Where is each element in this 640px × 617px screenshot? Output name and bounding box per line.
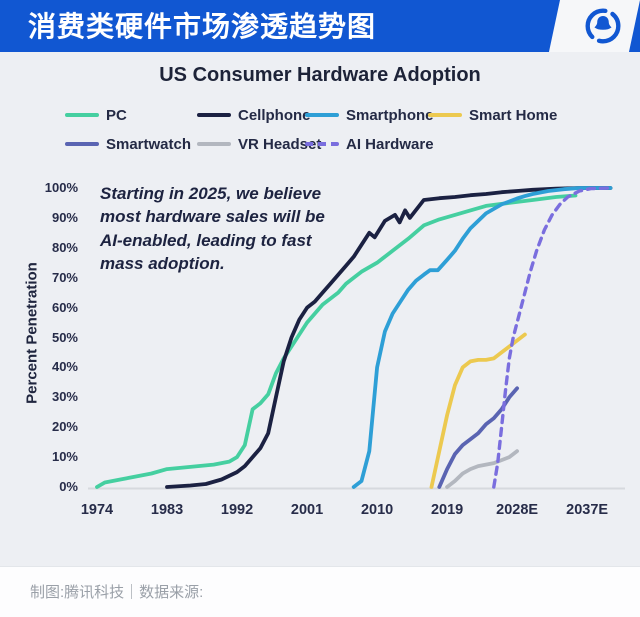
x-tick-label: 2019 xyxy=(430,502,464,518)
series-lines xyxy=(95,186,613,489)
y-tick-label: 50% xyxy=(51,329,78,345)
legend-label: AI Hardware xyxy=(346,135,434,153)
line-chart-plot xyxy=(88,186,625,490)
x-tick-label: 2010 xyxy=(360,502,394,518)
legend-swatch-icon xyxy=(197,142,231,146)
y-tick-label: 80% xyxy=(51,239,78,255)
series-line-smart-home xyxy=(429,332,527,489)
series-line-ai-hardware xyxy=(492,186,613,489)
x-tick-label: 2001 xyxy=(290,502,324,518)
footer-credit: 制图:腾讯科技｜数据来源: xyxy=(30,584,204,601)
legend-item-ai-hardware: AI Hardware xyxy=(305,135,434,153)
series-line-vr-headset xyxy=(445,449,519,489)
series-line-cellphone xyxy=(165,186,613,489)
y-tick-label: 20% xyxy=(51,419,78,435)
tencent-tech-bell-logo-icon xyxy=(585,8,621,44)
y-tick-label: 60% xyxy=(51,299,78,315)
legend-label: Cellphone xyxy=(238,106,311,124)
y-tick-label: 0% xyxy=(59,479,78,494)
chart-area: US Consumer Hardware Adoption PC Cellphon… xyxy=(0,52,640,566)
y-tick-label: 30% xyxy=(51,389,78,405)
legend-swatch-icon xyxy=(305,113,339,117)
legend-item-cellphone: Cellphone xyxy=(197,106,311,124)
header-banner: 消费类硬件市场渗透趋势图 xyxy=(0,0,640,52)
legend-item-smartphone: Smartphone xyxy=(305,106,434,124)
legend-item-pc: PC xyxy=(65,106,127,124)
page-title: 消费类硬件市场渗透趋势图 xyxy=(28,11,377,42)
legend-item-smart-home: Smart Home xyxy=(428,106,558,124)
x-tick-label: 1983 xyxy=(150,502,184,518)
y-tick-label: 40% xyxy=(51,359,78,375)
legend-swatch-icon xyxy=(428,113,462,117)
legend-label: Smartphone xyxy=(346,106,434,124)
x-tick-label: 2037E xyxy=(566,502,609,518)
legend-label: PC xyxy=(106,106,127,124)
legend-label: Smart Home xyxy=(469,106,558,124)
y-tick-label: 10% xyxy=(51,449,78,465)
series-line-smartphone xyxy=(351,186,613,489)
legend-label: Smartwatch xyxy=(106,135,192,153)
footer: 制图:腾讯科技｜数据来源: xyxy=(0,566,640,617)
legend-item-vr-headset: VR Headset xyxy=(197,135,322,153)
legend-swatch-icon xyxy=(305,142,339,146)
chart-title: US Consumer Hardware Adoption xyxy=(159,64,481,86)
legend-swatch-icon xyxy=(197,113,231,117)
x-tick-label: 2028E xyxy=(496,502,539,518)
y-tick-label: 70% xyxy=(51,269,78,285)
series-line-pc xyxy=(95,193,578,489)
x-tick-label: 1992 xyxy=(220,502,254,518)
legend-swatch-icon xyxy=(65,113,99,117)
legend-label: VR Headset xyxy=(238,135,322,153)
y-tick-label: 100% xyxy=(44,180,78,195)
chart-annotation: Starting in 2025, we believe most hardwa… xyxy=(100,184,325,274)
legend-swatch-icon xyxy=(65,142,99,146)
x-tick-label: 1974 xyxy=(80,502,114,518)
y-tick-label: 90% xyxy=(51,209,78,225)
legend-item-smartwatch: Smartwatch xyxy=(65,135,192,153)
